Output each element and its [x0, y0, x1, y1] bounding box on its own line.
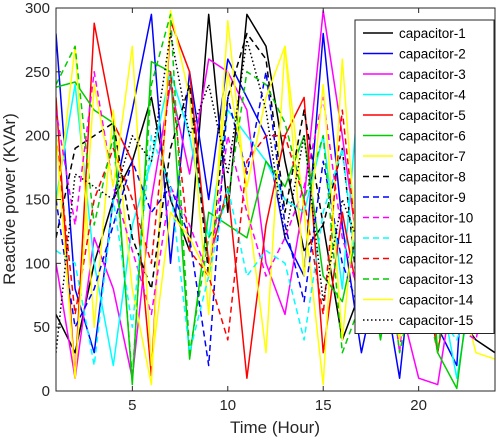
- y-tick-label: 0: [42, 383, 50, 400]
- series-line-3: [56, 9, 495, 386]
- legend-label-5: capacitor-5: [399, 108, 466, 123]
- legend-label-9: capacitor-9: [399, 190, 466, 205]
- legend-label-1: capacitor-1: [399, 26, 466, 41]
- x-tick-label: 15: [315, 397, 332, 414]
- legend-label-11: capacitor-11: [399, 231, 472, 246]
- legend-label-10: capacitor-10: [399, 211, 473, 226]
- legend-label-4: capacitor-4: [399, 88, 466, 103]
- legend-label-3: capacitor-3: [399, 67, 466, 82]
- y-axis-ticks: 0 50 100 150 200 250 300: [25, 0, 495, 400]
- legend-label-13: capacitor-13: [399, 272, 473, 287]
- y-tick-label: 200: [25, 128, 50, 145]
- x-axis-label: Time (Hour): [230, 418, 320, 437]
- x-tick-label: 20: [410, 397, 427, 414]
- legend-label-15: capacitor-15: [399, 313, 473, 328]
- y-tick-label: 50: [33, 319, 50, 336]
- x-tick-label: 5: [128, 397, 136, 414]
- legend-label-2: capacitor-2: [399, 47, 466, 62]
- y-tick-label: 100: [25, 255, 50, 272]
- series-line-13: [56, 13, 495, 379]
- y-tick-label: 150: [25, 192, 50, 209]
- legend-label-8: capacitor-8: [399, 170, 466, 185]
- legend-label-6: capacitor-6: [399, 129, 466, 144]
- legend-label-12: capacitor-12: [399, 252, 473, 267]
- y-tick-label: 300: [25, 0, 50, 17]
- legend-label-14: capacitor-14: [399, 293, 474, 308]
- x-tick-label: 10: [219, 397, 236, 414]
- legend-label-7: capacitor-7: [399, 149, 466, 164]
- y-axis-label: Reactive power (KVAr): [0, 113, 19, 285]
- legend: capacitor-1 capacitor-2 capacitor-3 capacit…: [354, 19, 495, 334]
- series-line-15: [56, 32, 495, 353]
- x-axis-ticks: 5 10 15 20: [128, 8, 427, 414]
- y-tick-label: 250: [25, 64, 50, 81]
